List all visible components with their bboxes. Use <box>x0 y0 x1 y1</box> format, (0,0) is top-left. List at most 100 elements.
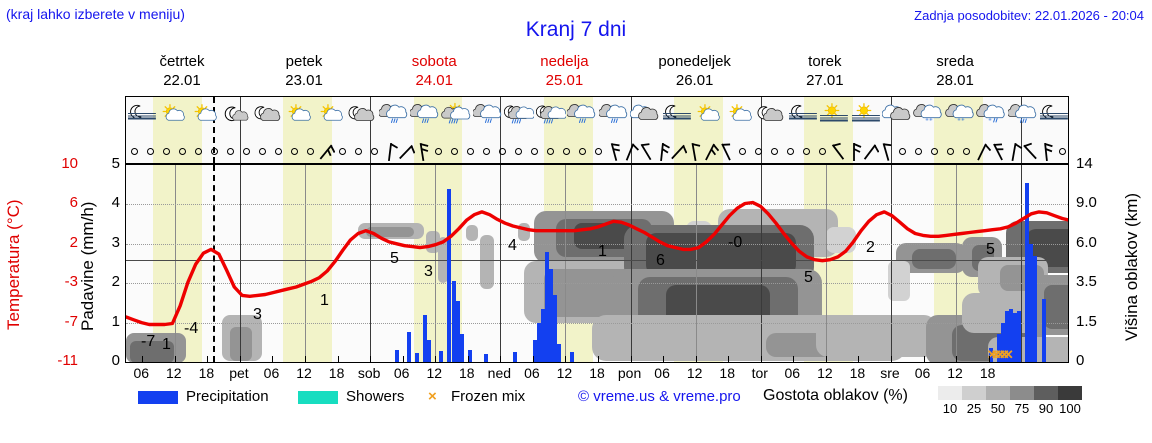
x-axis-tickmark <box>272 356 274 362</box>
wind-barb-icon <box>977 143 991 161</box>
x-axis-tick-label: 06 <box>393 365 410 381</box>
x-axis-tickmark <box>370 356 372 362</box>
precipitation-axis-title: Padavine (mm/h) <box>78 201 97 331</box>
precipitation-bar <box>414 353 419 362</box>
x-axis-tickmark <box>923 356 925 362</box>
frozen-mix-marker: ✕ <box>986 347 998 362</box>
precipitation-bar <box>549 269 554 362</box>
calm-wind-icon <box>274 148 282 155</box>
precipitation-tick-label: 5 <box>111 155 120 172</box>
temperature-tick-label: 2 <box>69 233 78 251</box>
day-date: 24.01 <box>415 72 453 89</box>
weather-icon-cell <box>252 98 283 137</box>
cloud-rain-icon <box>409 104 439 123</box>
day-date: 27.01 <box>806 72 844 89</box>
precip-gridline <box>126 322 1068 325</box>
precipitation-bar <box>1004 310 1009 362</box>
calm-wind-icon <box>194 148 202 155</box>
weather-icon-cell <box>472 98 503 137</box>
day-name: ponedeljek <box>658 53 731 70</box>
temperature-point-label: 1 <box>598 242 607 260</box>
x-axis-tick-label: pon <box>617 365 642 381</box>
day-separator <box>890 165 892 362</box>
x-axis-tick-label: 06 <box>784 365 801 381</box>
weather-icon-cell <box>818 98 849 137</box>
forecast-chart-panel: ✕ ✕ ✕ ✕ ✕ -7 1 -4 3 1 5 3 4 1 6 -0 5 2 5 <box>125 164 1069 363</box>
temperature-point-label: -4 <box>184 319 199 337</box>
weather-icon-cell <box>126 98 157 137</box>
frozen-mix-icon: × <box>428 388 437 405</box>
x-axis-tickmark <box>793 356 795 362</box>
precipitation-tick-label: 2 <box>111 273 120 291</box>
x-axis-tick-label: 12 <box>817 365 833 381</box>
temperature-tick-label: 10 <box>61 155 78 172</box>
day-date: 25.01 <box>545 72 584 89</box>
weather-icon-band: ✳ ✳ ✳ ✳ ✳ <box>125 96 1069 164</box>
precipitation-bar <box>557 344 562 362</box>
precipitation-swatch <box>138 391 178 404</box>
weather-icon-cell <box>692 98 723 137</box>
cloud-density-tick-label: 25 <box>966 401 982 416</box>
sun-cloud-rain-icon <box>441 102 471 124</box>
x-axis-tickmark <box>988 356 990 362</box>
cloud-height-tick-label: 3.5 <box>1076 273 1097 291</box>
x-axis-tick-label: 06 <box>133 365 150 381</box>
moon-cloud-icon <box>757 106 784 121</box>
calm-wind-icon <box>562 148 570 155</box>
page-title: Kranj 7 dni <box>525 18 627 41</box>
x-axis-tick-label: 06 <box>654 365 670 381</box>
precipitation-bar <box>553 295 558 362</box>
x-axis-tickmark <box>598 356 599 362</box>
cloud-height-tick-label: 14 <box>1076 155 1093 172</box>
day-separator <box>239 97 241 163</box>
precipitation-bar <box>406 332 411 362</box>
calm-wind-icon <box>514 148 522 155</box>
cloud-rain-icon <box>377 104 407 123</box>
weather-icon-cell <box>283 98 314 137</box>
calm-wind-icon <box>898 148 906 155</box>
temperature-line <box>126 200 1068 327</box>
weather-icon-cell <box>189 98 220 137</box>
calm-wind-icon <box>962 148 970 155</box>
daylight-band <box>804 97 853 163</box>
x-axis-tickmark <box>663 356 665 362</box>
x-axis-tick-label: 12 <box>556 365 573 381</box>
x-axis-tickmark <box>337 356 339 362</box>
x-axis-tick-label: 12 <box>426 365 443 381</box>
temperature-tick-label: 6 <box>69 194 78 212</box>
day-separator <box>500 97 502 163</box>
last-updated: Zadnja posodobitev: 22.01.2026 - 20:04 <box>914 8 1144 23</box>
sun-cloud-icon <box>194 104 217 121</box>
moon-fog-icon <box>662 104 691 120</box>
temperature-point-label: 2 <box>866 239 875 257</box>
x-axis-tick-label: 12 <box>166 365 182 381</box>
precipitation-bar <box>394 350 399 362</box>
x-axis-tickmark <box>565 356 567 362</box>
cloud-density-blob <box>230 327 252 361</box>
wind-barb-icon <box>419 142 429 162</box>
temperature-point-label: 4 <box>508 237 517 255</box>
cloud-density-tick-label: 75 <box>1014 401 1030 416</box>
x-axis-labels: 06 12 18 pet 06 12 18 sob 06 12 18 ned 06 12 18 pon 06 12… <box>125 365 1069 382</box>
day-separator <box>239 165 241 362</box>
cloud-density-blob <box>1044 285 1068 329</box>
temperature-point-label: 6 <box>656 251 665 269</box>
weather-icon-cell <box>504 98 536 137</box>
precipitation-bar <box>451 281 456 362</box>
calm-wind-icon <box>178 148 186 155</box>
weather-icon-cell <box>315 98 346 137</box>
day-header-28.01: sreda 28.01 <box>890 52 1020 92</box>
day-header-26.01: ponedeljek 26.01 <box>630 52 760 92</box>
midday-gridline <box>956 165 958 362</box>
cloud-density-blob <box>480 235 494 289</box>
calm-wind-icon <box>594 148 602 155</box>
calm-wind-icon <box>754 148 762 155</box>
chart-legend: Precipitation Showers × Frozen mix © vre… <box>108 386 1148 416</box>
weather-icon-cell <box>346 98 377 137</box>
calm-wind-icon <box>354 148 362 155</box>
day-date: 28.01 <box>936 72 974 89</box>
sun-cloud-icon <box>320 104 343 121</box>
weather-icon-cell <box>377 98 409 137</box>
moon-fog-icon <box>127 104 156 120</box>
day-separator <box>890 97 892 163</box>
